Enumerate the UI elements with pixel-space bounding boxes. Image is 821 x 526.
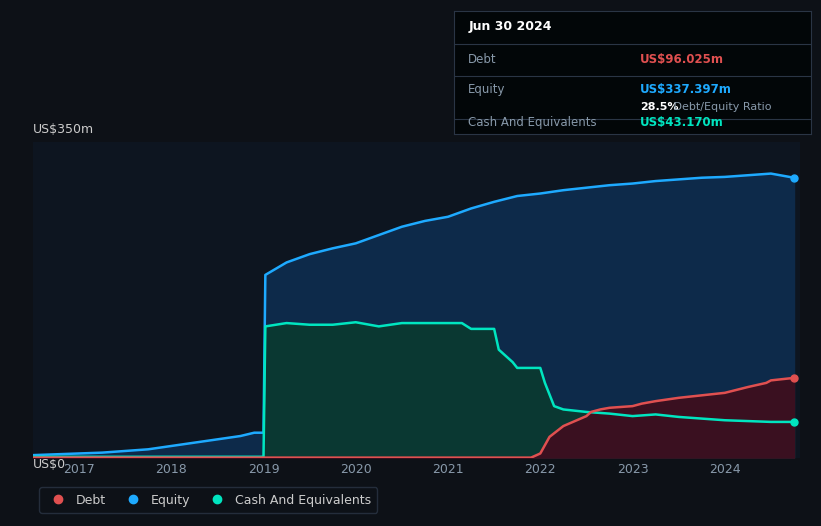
Text: US$0: US$0: [33, 458, 66, 471]
Text: Debt/Equity Ratio: Debt/Equity Ratio: [670, 102, 772, 112]
Text: Cash And Equivalents: Cash And Equivalents: [468, 116, 597, 129]
Text: Debt: Debt: [468, 54, 497, 66]
Text: US$350m: US$350m: [33, 123, 94, 136]
Text: Equity: Equity: [468, 83, 506, 96]
Text: US$337.397m: US$337.397m: [640, 83, 732, 96]
Legend: Debt, Equity, Cash And Equivalents: Debt, Equity, Cash And Equivalents: [39, 488, 378, 513]
Text: 28.5%: 28.5%: [640, 102, 678, 112]
Text: Jun 30 2024: Jun 30 2024: [468, 20, 552, 33]
Text: US$43.170m: US$43.170m: [640, 116, 723, 129]
Text: US$96.025m: US$96.025m: [640, 54, 724, 66]
